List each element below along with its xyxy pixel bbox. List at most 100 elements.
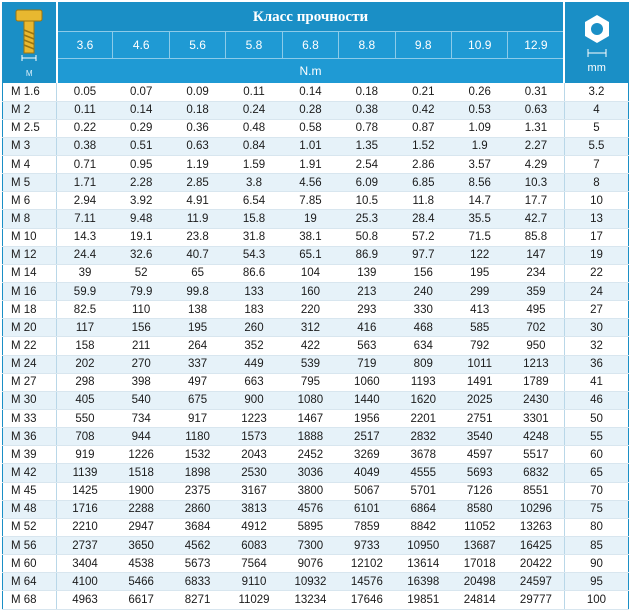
torque-value-cell: 1226	[112, 445, 170, 465]
table-row: M 12 24.4 32.6 40.7 54.3 65.1 86.9 97.7 122 147 19	[2, 246, 629, 265]
torque-value-cell: 2201	[395, 409, 452, 429]
torque-value-cell: 2043	[225, 445, 283, 465]
torque-value-cell: 337	[169, 355, 226, 374]
thread-size-cell: M 2	[2, 101, 58, 120]
torque-value-cell: 5693	[451, 463, 508, 483]
torque-value-cell: 3.57	[451, 155, 508, 175]
torque-value-cell: 734	[112, 409, 170, 429]
torque-value-cell: 7859	[338, 518, 396, 538]
wrench-size-cell: 100	[563, 590, 629, 610]
table-row: M 27 298 398 497 663 795 1060 1193 1491 1789 41	[2, 373, 629, 392]
torque-value-cell: 3269	[338, 445, 396, 465]
torque-value-cell: 13614	[395, 554, 452, 574]
thread-size-cell: M 48	[2, 500, 58, 519]
torque-value-cell: 675	[169, 391, 226, 411]
torque-value-cell: 99.8	[169, 282, 226, 302]
torque-value-cell: 663	[225, 373, 283, 392]
torque-value-cell: 0.63	[507, 101, 565, 120]
thread-size-cell: M 3	[2, 137, 58, 157]
torque-value-cell: 0.63	[169, 137, 226, 157]
torque-value-cell: 3.8	[225, 173, 283, 193]
wrench-size-cell: 7	[563, 155, 629, 175]
torque-value-cell: 234	[507, 264, 565, 284]
wrench-size-cell: 55	[563, 427, 629, 447]
torque-value-cell: 9076	[282, 554, 339, 574]
torque-value-cell: 13234	[282, 590, 339, 610]
torque-value-cell: 2737	[56, 536, 113, 556]
torque-value-cell: 539	[282, 355, 339, 374]
wrench-size-cell: 30	[563, 318, 629, 338]
strength-class-9-8: 9.8	[395, 31, 452, 59]
torque-value-cell: 2751	[451, 409, 508, 429]
torque-value-cell: 0.53	[451, 101, 508, 120]
torque-value-cell: 585	[451, 318, 508, 338]
torque-value-cell: 6.09	[338, 173, 396, 193]
torque-value-cell: 299	[451, 282, 508, 302]
torque-value-cell: 1060	[338, 373, 396, 392]
bolt-icon	[15, 9, 43, 61]
torque-value-cell: 563	[338, 336, 396, 356]
torque-value-cell: 0.84	[225, 137, 283, 157]
strength-class-8-8: 8.8	[338, 31, 396, 59]
torque-value-cell: 17646	[338, 590, 396, 610]
torque-value-cell: 0.22	[56, 119, 113, 138]
torque-value-cell: 550	[56, 409, 113, 429]
torque-value-cell: 202	[56, 355, 113, 374]
torque-value-cell: 0.24	[225, 101, 283, 120]
torque-value-cell: 792	[451, 336, 508, 356]
torque-value-cell: 4.91	[169, 191, 226, 211]
torque-value-cell: 16425	[507, 536, 565, 556]
torque-value-cell: 6864	[395, 500, 452, 519]
table-row: M 33 550 734 917 1223 1467 1956 2201 2751 3301 50	[2, 409, 629, 429]
thread-size-cell: M 64	[2, 572, 58, 592]
torque-value-cell: 1.71	[56, 173, 113, 193]
torque-value-cell: 32.6	[112, 246, 170, 265]
torque-value-cell: 86.9	[338, 246, 396, 265]
thread-size-cell: M 4	[2, 155, 58, 175]
table-row: M 56 2737 3650 4562 6083 7300 9733 10950 13687 16…	[2, 536, 629, 556]
torque-value-cell: 1223	[225, 409, 283, 429]
torque-value-cell: 0.26	[451, 83, 508, 102]
torque-value-cell: 11052	[451, 518, 508, 538]
torque-value-cell: 5466	[112, 572, 170, 592]
torque-value-cell: 6101	[338, 500, 396, 519]
torque-value-cell: 2947	[112, 518, 170, 538]
torque-value-cell: 0.42	[395, 101, 452, 120]
table-row: M 20 117 156 195 260 312 416 468 585 702 30	[2, 318, 629, 338]
torque-value-cell: 416	[338, 318, 396, 338]
torque-value-cell: 160	[282, 282, 339, 302]
mm-axis-label: mm	[587, 61, 606, 74]
torque-value-cell: 270	[112, 355, 170, 374]
torque-value-cell: 950	[507, 336, 565, 356]
torque-value-cell: 71.5	[451, 228, 508, 247]
torque-value-cell: 719	[338, 355, 396, 374]
torque-value-cell: 97.7	[395, 246, 452, 265]
torque-value-cell: 708	[56, 427, 113, 447]
torque-value-cell: 1.31	[507, 119, 565, 138]
wrench-size-cell: 27	[563, 300, 629, 320]
torque-value-cell: 4555	[395, 463, 452, 483]
torque-value-cell: 1011	[451, 355, 508, 374]
torque-value-cell: 14576	[338, 572, 396, 592]
torque-value-cell: 42.7	[507, 209, 565, 229]
table-row: M 10 14.3 19.1 23.8 31.8 38.1 50.8 57.2 71.5 85.8…	[2, 228, 629, 247]
torque-value-cell: 9733	[338, 536, 396, 556]
table-row: M 18 82.5 110 138 183 220 293 330 413 495 27	[2, 300, 629, 320]
torque-value-cell: 0.28	[282, 101, 339, 120]
table-row: M 3 0.38 0.51 0.63 0.84 1.01 1.35 1.52 1.9 2.27 5.…	[2, 137, 629, 157]
wrench-size-cell: 95	[563, 572, 629, 592]
strength-class-title: Класс прочности	[56, 2, 565, 32]
torque-value-cell: 634	[395, 336, 452, 356]
torque-value-cell: 195	[169, 318, 226, 338]
torque-value-cell: 10296	[507, 500, 565, 519]
table-row: M 6 2.94 3.92 4.91 6.54 7.85 10.5 11.8 14.7 17.7 1…	[2, 191, 629, 211]
torque-value-cell: 5895	[282, 518, 339, 538]
thread-size-cell: M 18	[2, 300, 58, 320]
thread-size-cell: M 36	[2, 427, 58, 447]
wrench-size-cell: 80	[563, 518, 629, 538]
torque-value-cell: 540	[112, 391, 170, 411]
wrench-size-cell: 32	[563, 336, 629, 356]
torque-value-cell: 1.09	[451, 119, 508, 138]
torque-value-cell: 2.54	[338, 155, 396, 175]
thread-size-cell: M 20	[2, 318, 58, 338]
